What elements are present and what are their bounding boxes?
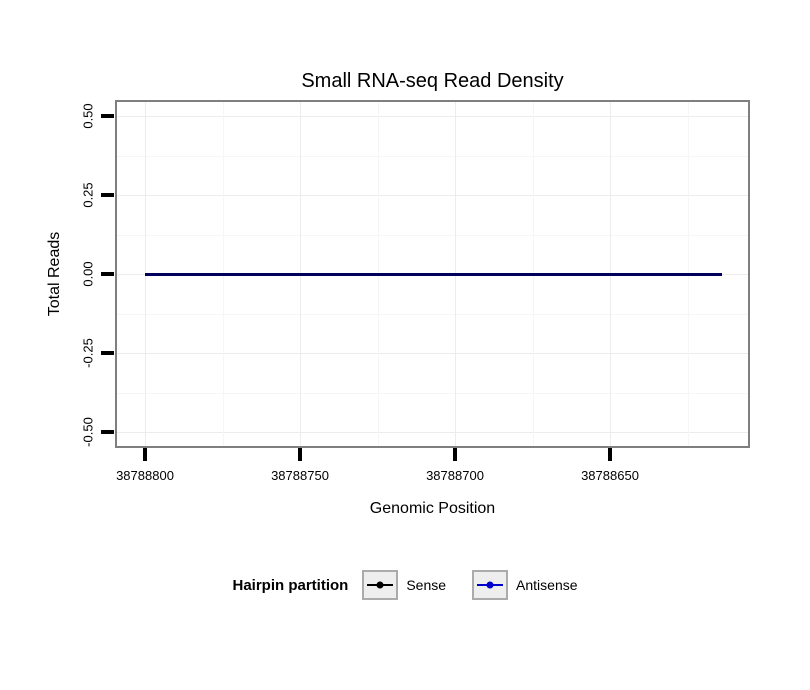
gridline-h-minor xyxy=(117,235,748,236)
x-tick xyxy=(453,448,457,461)
gridline-h-minor xyxy=(117,156,748,157)
gridline-h-minor xyxy=(117,314,748,315)
gridline-h-minor xyxy=(117,393,748,394)
y-tick-label: 0.50 xyxy=(80,103,96,129)
y-tick-label: 0.25 xyxy=(80,182,96,208)
series-line-antisense xyxy=(145,273,722,276)
y-tick xyxy=(101,272,114,276)
y-tick-label: -0.50 xyxy=(80,417,96,447)
y-tick xyxy=(101,351,114,355)
y-axis-title: Total Reads xyxy=(46,231,63,317)
gridline-h-major xyxy=(117,195,748,196)
gridline-h-major xyxy=(117,353,748,354)
y-tick xyxy=(101,114,114,118)
legend-key-antisense xyxy=(472,570,509,600)
gridline-h-major xyxy=(117,116,748,117)
x-tick xyxy=(608,448,612,461)
sense-dot-icon xyxy=(376,581,384,589)
legend-label-antisense: Antisense xyxy=(516,577,578,593)
x-tick-label: 38788650 xyxy=(581,468,639,483)
antisense-dot-icon xyxy=(486,581,494,589)
y-tick-label: 0.00 xyxy=(80,261,96,287)
legend-key-sense xyxy=(362,570,399,600)
y-tick xyxy=(101,193,114,197)
x-tick-label: 38788700 xyxy=(426,468,484,483)
legend-title: Hairpin partition xyxy=(232,576,349,594)
x-axis-title: Genomic Position xyxy=(369,500,496,517)
legend: Hairpin partition Sense Antisense xyxy=(0,570,810,600)
x-tick-label: 38788800 xyxy=(116,468,174,483)
x-tick xyxy=(143,448,147,461)
y-tick xyxy=(101,430,114,434)
x-tick-label: 38788750 xyxy=(271,468,329,483)
plot-panel xyxy=(115,100,750,448)
y-tick-label: -0.25 xyxy=(80,338,96,368)
chart-title: Small RNA-seq Read Density xyxy=(301,70,564,92)
legend-label-sense: Sense xyxy=(406,577,447,593)
gridline-h-major xyxy=(117,432,748,433)
series-line-sense xyxy=(145,273,722,276)
x-tick xyxy=(298,448,302,461)
